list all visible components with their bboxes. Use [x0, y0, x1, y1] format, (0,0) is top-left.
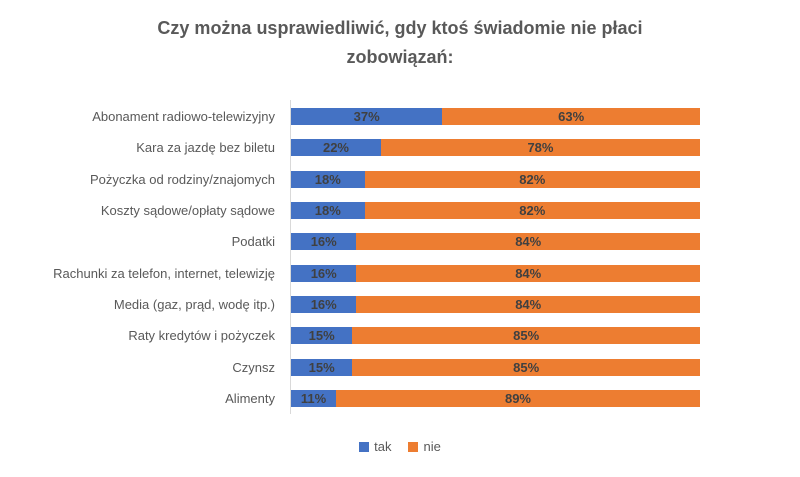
bar-segment-nie: 63%: [442, 108, 700, 126]
bar-segment-tak: 15%: [291, 327, 353, 345]
bar-value-label: 15%: [308, 328, 335, 344]
bar-value-label: 84%: [515, 234, 542, 250]
bar-segment-tak: 16%: [291, 295, 357, 313]
bar-value-label: 16%: [310, 265, 337, 281]
bar-track: 15% 85%: [291, 327, 700, 345]
legend-item-nie: nie: [408, 439, 441, 454]
bar-track: 16% 84%: [291, 264, 700, 282]
bar-segment-nie: 84%: [356, 295, 700, 313]
bar-segment-tak: 18%: [291, 202, 365, 220]
chart-row: Koszty sądowe/opłaty sądowe 18% 82%: [0, 195, 700, 226]
chart-row: Czynsz 15% 85%: [0, 351, 700, 382]
bar-value-label: 22%: [322, 140, 349, 156]
bar-value-label: 85%: [513, 359, 540, 375]
legend-swatch-icon: [408, 441, 419, 452]
bar-value-label: 85%: [513, 328, 540, 344]
bar-value-label: 18%: [314, 171, 341, 187]
bar-track: 11% 89%: [291, 389, 700, 407]
chart-row: Alimenty 11% 89%: [0, 383, 700, 414]
bar-value-label: 78%: [527, 140, 554, 156]
category-axis-line: [290, 100, 291, 414]
bar-segment-nie: 89%: [335, 389, 700, 407]
bar-segment-nie: 82%: [364, 170, 700, 188]
bar-segment-nie: 85%: [352, 358, 700, 376]
bar-segment-tak: 11%: [291, 389, 336, 407]
bar-segment-tak: 16%: [291, 233, 357, 251]
bar-value-label: 37%: [353, 109, 380, 125]
category-label: Pożyczka od rodziny/znajomych: [90, 171, 275, 187]
bar-segment-tak: 16%: [291, 264, 357, 282]
bar-value-label: 16%: [310, 296, 337, 312]
category-label: Media (gaz, prąd, wodę itp.): [113, 296, 275, 312]
bar-value-label: 15%: [308, 359, 335, 375]
bar-segment-nie: 78%: [380, 139, 700, 157]
category-label: Czynsz: [232, 359, 275, 375]
bar-segment-tak: 15%: [291, 358, 353, 376]
plot-area: Abonament radiowo-telewizyjny 37% 63% Kara …: [0, 101, 700, 414]
chart-row: Abonament radiowo-telewizyjny 37% 63%: [0, 101, 700, 132]
bar-segment-nie: 82%: [364, 202, 700, 220]
chart-row: Rachunki za telefon, internet, telewizję…: [0, 257, 700, 288]
category-label: Abonament radiowo-telewizyjny: [92, 109, 275, 125]
bar-track: 18% 82%: [291, 170, 700, 188]
bar-segment-nie: 85%: [352, 327, 700, 345]
legend-swatch-icon: [359, 441, 370, 452]
category-label: Koszty sądowe/opłaty sądowe: [100, 203, 275, 219]
chart-row: Pożyczka od rodziny/znajomych 18% 82%: [0, 164, 700, 195]
bar-value-label: 84%: [515, 296, 542, 312]
bar-segment-nie: 84%: [356, 233, 700, 251]
bar-segment-tak: 18%: [291, 170, 365, 188]
chart-row: Kara za jazdę bez biletu 22% 78%: [0, 132, 700, 163]
bar-segment-tak: 22%: [291, 139, 381, 157]
legend-item-tak: tak: [359, 439, 391, 454]
bar-value-label: 11%: [300, 390, 327, 406]
bar-value-label: 82%: [519, 203, 546, 219]
legend-label: tak: [374, 439, 392, 454]
legend-label: nie: [423, 439, 441, 454]
bar-track: 16% 84%: [291, 233, 700, 251]
bar-track: 22% 78%: [291, 139, 700, 157]
bar-track: 15% 85%: [291, 358, 700, 376]
bar-value-label: 84%: [515, 265, 542, 281]
bar-value-label: 82%: [519, 171, 546, 187]
bar-value-label: 63%: [558, 109, 585, 125]
bar-value-label: 18%: [314, 203, 341, 219]
chart-title: Czy można usprawiedliwić, gdy ktoś świad…: [157, 18, 643, 67]
legend: tak nie: [0, 439, 800, 454]
chart-row: Raty kredytów i pożyczek 15% 85%: [0, 320, 700, 351]
chart-row: Podatki 16% 84%: [0, 226, 700, 257]
category-label: Rachunki za telefon, internet, telewizję: [53, 265, 275, 281]
category-label: Alimenty: [225, 390, 275, 406]
category-label: Kara za jazdę bez biletu: [136, 140, 275, 156]
bar-value-label: 89%: [504, 390, 531, 406]
bar-track: 18% 82%: [291, 202, 700, 220]
bar-track: 16% 84%: [291, 295, 700, 313]
category-label: Raty kredytów i pożyczek: [128, 328, 275, 344]
chart-row: Media (gaz, prąd, wodę itp.) 16% 84%: [0, 289, 700, 320]
bar-segment-nie: 84%: [356, 264, 700, 282]
bar-segment-tak: 37%: [291, 108, 443, 126]
category-label: Podatki: [231, 234, 275, 250]
bar-value-label: 16%: [310, 234, 337, 250]
bar-track: 37% 63%: [291, 108, 700, 126]
